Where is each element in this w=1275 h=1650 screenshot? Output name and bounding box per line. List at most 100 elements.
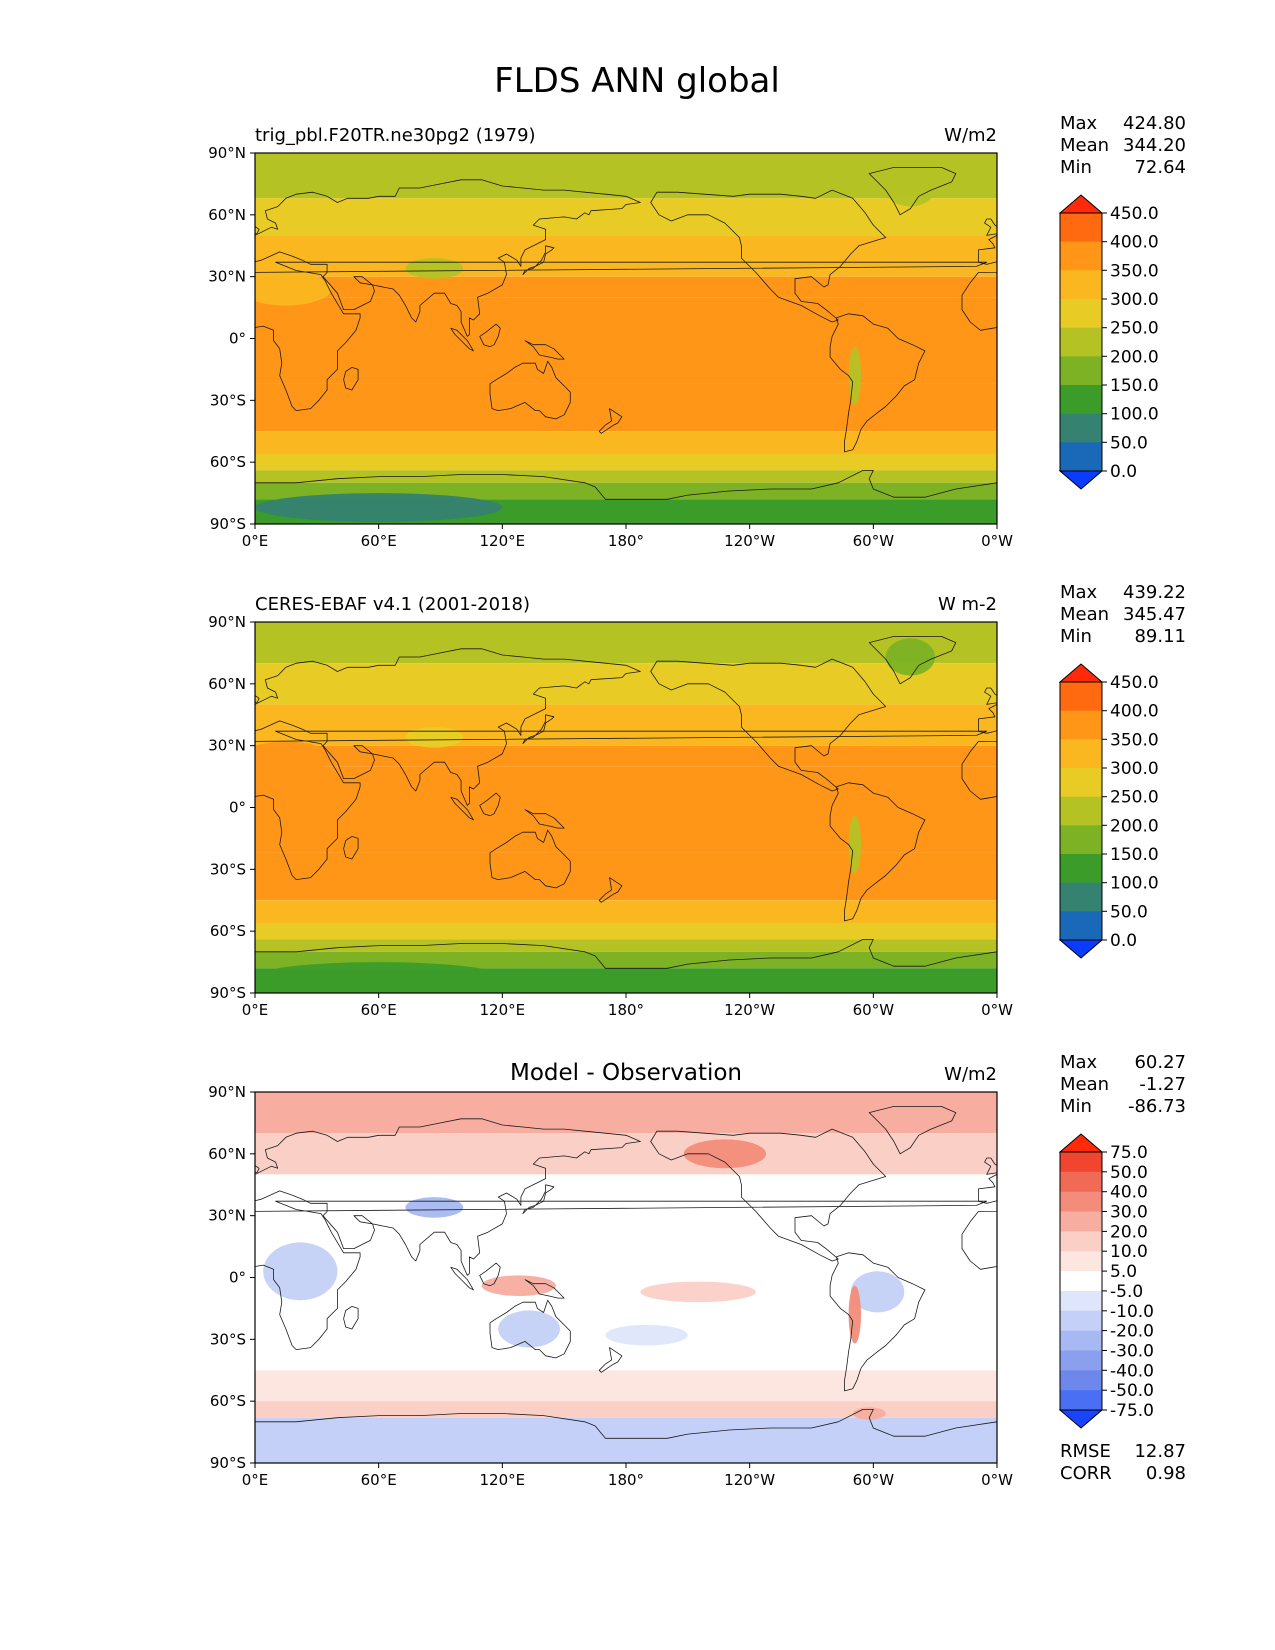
colorbar-extend-max (1058, 1133, 1104, 1153)
zonal-band (255, 470, 997, 483)
colorbar-segment (1060, 1330, 1102, 1351)
colorbar-segment (1060, 241, 1102, 271)
greenland-outline (868, 1105, 957, 1155)
zonal-band (255, 1370, 997, 1402)
y-tick-label: 0° (229, 330, 246, 348)
x-tick-label: 60°W (853, 532, 895, 550)
zonal-band (255, 766, 997, 853)
colorbar-frame (1059, 212, 1103, 472)
regional-anomaly (255, 741, 332, 775)
stat-label: Max (1060, 1052, 1098, 1073)
x-tick-label: 0°W (981, 1001, 1013, 1019)
zonal-band (255, 297, 997, 384)
africa-outline-west (255, 261, 988, 412)
x-tick-label: 0°E (242, 1001, 269, 1019)
colorbar-label: -50.0 (1110, 1381, 1154, 1401)
stat-value: 72.64 (1134, 157, 1186, 178)
y-tick-label: 90°S (210, 1454, 246, 1472)
madagascar-outline (343, 1305, 359, 1330)
colorbar-label: 300.0 (1110, 290, 1159, 310)
stat-label: Min (1060, 157, 1092, 178)
north-america-outline (650, 189, 887, 323)
x-tick-label: 0°E (242, 532, 269, 550)
colorbar-segment (1060, 356, 1102, 386)
colorbar-label: 100.0 (1110, 405, 1159, 425)
stat-value: 60.27 (1134, 1052, 1186, 1073)
colorbar-segment (1060, 739, 1102, 769)
africa-outline-west (255, 1200, 988, 1351)
stat-label: Min (1060, 1096, 1092, 1117)
coastlines (255, 166, 997, 524)
colorbar-extend-min (1058, 1409, 1104, 1429)
panel-units: W/m2 (944, 125, 997, 146)
colorbar-label: 450.0 (1110, 673, 1159, 693)
zonal-band (255, 383, 997, 432)
colorbar-segment (1060, 413, 1102, 443)
x-tick-label: 120°E (480, 1001, 526, 1019)
colorbar-label: 400.0 (1110, 233, 1159, 253)
colorbar-segment (1060, 1370, 1102, 1391)
regional-anomaly (405, 727, 464, 748)
colorbar-label: 150.0 (1110, 376, 1159, 396)
stat-value: 344.20 (1123, 135, 1186, 156)
zonal-band (255, 235, 997, 277)
colorbar-segment (1060, 768, 1102, 797)
regional-anomaly (405, 258, 464, 279)
coastlines (255, 1105, 997, 1463)
zonal-band (255, 745, 997, 767)
map-model: 0°E 60°E 120°E 180° 120°W 60°W 0°W 90°N 60°N 30°N… (208, 144, 1013, 550)
sumatra-outline (450, 1266, 474, 1291)
x-tick-label: 0°E (242, 1471, 269, 1489)
britain-outline-west (255, 226, 260, 235)
colorbar-segment (1060, 1390, 1102, 1411)
colorbar-segment (1060, 299, 1102, 328)
panel-left-title: trig_pbl.F20TR.ne30pg2 (1979) (255, 125, 536, 146)
colorbar-segment (1060, 1171, 1102, 1192)
colorbar-segment (1060, 213, 1102, 242)
figure-title: FLDS ANN global (494, 61, 780, 101)
colorbar-segment (1060, 1152, 1102, 1173)
y-tick-label: 60°S (210, 453, 246, 471)
stat-value: -86.73 (1128, 1096, 1186, 1117)
colorbar-extend-min (1058, 470, 1104, 490)
regional-anomaly (498, 1310, 560, 1348)
colorbar-label: 200.0 (1110, 816, 1159, 836)
zonal-band (255, 622, 997, 664)
y-tick-label: 90°S (210, 984, 246, 1002)
borneo-outline (479, 1262, 501, 1287)
colorbar-segment (1060, 1251, 1102, 1272)
regional-anomaly (263, 1242, 338, 1301)
coastlines (255, 635, 997, 993)
colorbar-label: -75.0 (1110, 1401, 1154, 1421)
africa-outline-east (961, 740, 997, 800)
zonal-band (255, 1215, 997, 1237)
regional-anomaly (850, 1271, 905, 1313)
south-america-outline (829, 1252, 926, 1392)
stats-block: Max 439.22 Mean 345.47 Min 89.11 (1060, 582, 1186, 647)
regional-anomaly (255, 493, 503, 522)
y-tick-label: 0° (229, 1269, 246, 1287)
colorbar-segment (1060, 911, 1102, 941)
colorbar-segment (1060, 1271, 1102, 1292)
colorbar-label: 40.0 (1110, 1183, 1148, 1203)
regional-anomaly (255, 962, 503, 991)
madagascar-outline (343, 366, 359, 391)
y-tick-label: 0° (229, 799, 246, 817)
eurasia-outline-west (255, 648, 641, 806)
x-tick-label: 120°W (724, 1471, 775, 1489)
eurasia-outline-west (255, 1118, 641, 1276)
zonal-band (255, 1133, 997, 1175)
zonal-band (255, 1401, 997, 1418)
colorbar-segment (1060, 854, 1102, 883)
y-tick-label: 30°S (210, 391, 246, 409)
stats-block: Max 424.80 Mean 344.20 Min 72.64 (1060, 113, 1186, 178)
colorbar-segment (1060, 1231, 1102, 1252)
colorbar-extend-min (1058, 939, 1104, 959)
panel-model: trig_pbl.F20TR.ne30pg2 (1979) W/m2 0°E 60°E… (208, 113, 1186, 550)
new-guinea-outline (524, 809, 565, 829)
stat-label: Mean (1060, 604, 1109, 625)
y-tick-label: 30°S (210, 1330, 246, 1348)
britain-outline-east (984, 687, 997, 705)
sumatra-outline (450, 327, 474, 352)
stat-label: Mean (1060, 135, 1109, 156)
